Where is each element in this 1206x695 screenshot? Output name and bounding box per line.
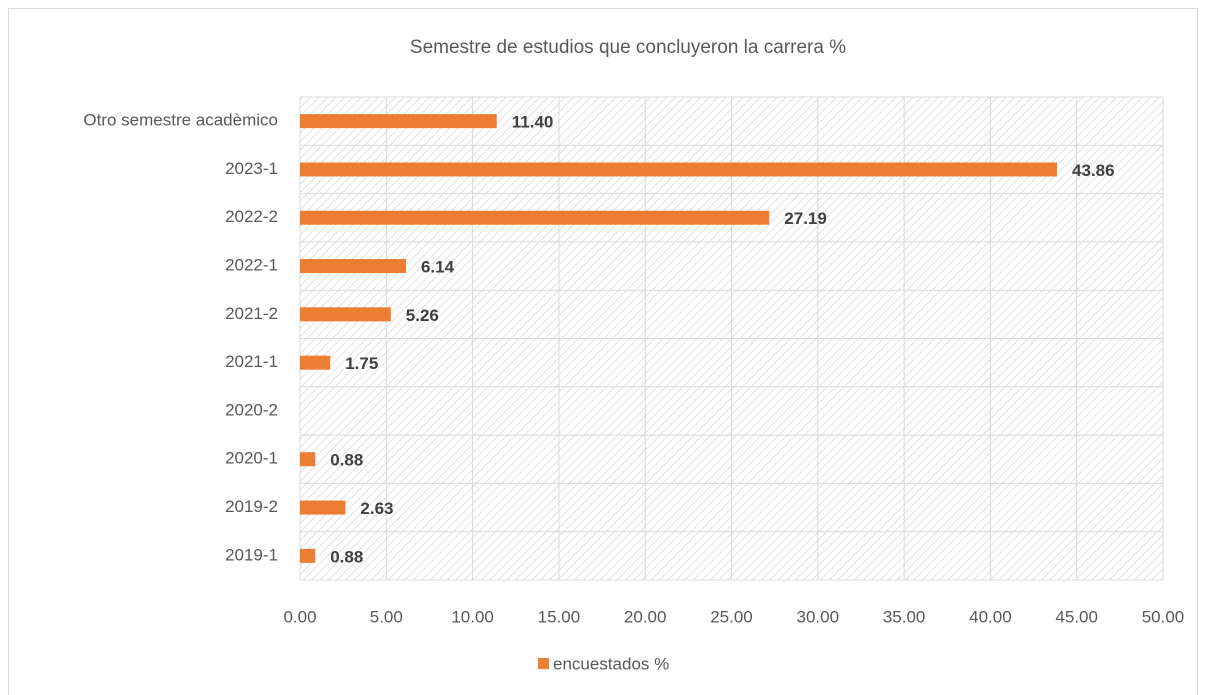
x-tick-label: 30.00 xyxy=(797,607,840,626)
legend-swatch xyxy=(538,658,549,669)
value-label: 0.88 xyxy=(330,547,363,566)
value-label: 11.40 xyxy=(512,113,554,132)
value-label: 0.88 xyxy=(330,451,363,470)
x-tick-label: 40.00 xyxy=(969,607,1012,626)
y-tick-label: 2021-1 xyxy=(225,352,278,371)
x-tick-label: 50.00 xyxy=(1142,607,1185,626)
x-tick-label: 5.00 xyxy=(370,607,403,626)
y-tick-label: 2020-1 xyxy=(225,449,278,468)
y-tick-label: 2019-1 xyxy=(225,545,278,564)
x-tick-label: 45.00 xyxy=(1055,607,1098,626)
bar xyxy=(300,114,497,129)
bar xyxy=(300,548,316,563)
value-label: 6.14 xyxy=(421,258,455,277)
bar xyxy=(300,500,346,515)
bar xyxy=(300,452,316,467)
bar xyxy=(300,162,1058,177)
value-label: 1.75 xyxy=(345,354,378,373)
y-tick-label: 2020-2 xyxy=(225,400,278,419)
value-label: 27.19 xyxy=(784,209,827,228)
y-tick-label: 2022-2 xyxy=(225,207,278,226)
y-tick-label: 2022-1 xyxy=(225,256,278,275)
legend-label: encuestados % xyxy=(553,654,669,673)
bar xyxy=(300,355,331,370)
y-tick-label: 2023-1 xyxy=(225,159,278,178)
x-tick-label: 10.00 xyxy=(451,607,494,626)
value-label: 5.26 xyxy=(406,306,439,325)
y-tick-label: 2021-2 xyxy=(225,304,278,323)
bar xyxy=(300,259,406,274)
y-tick-label: 2019-2 xyxy=(225,497,278,516)
x-tick-label: 15.00 xyxy=(538,607,581,626)
x-tick-label: 20.00 xyxy=(624,607,667,626)
x-tick-label: 35.00 xyxy=(883,607,926,626)
x-tick-label: 25.00 xyxy=(710,607,753,626)
bar xyxy=(300,210,770,225)
x-tick-label: 0.00 xyxy=(283,607,316,626)
chart-title: Semestre de estudios que concluyeron la … xyxy=(410,37,846,58)
bar xyxy=(300,307,391,322)
value-label: 43.86 xyxy=(1072,161,1115,180)
value-label: 2.63 xyxy=(360,499,393,518)
y-tick-label: Otro semestre acadèmico xyxy=(83,111,278,130)
